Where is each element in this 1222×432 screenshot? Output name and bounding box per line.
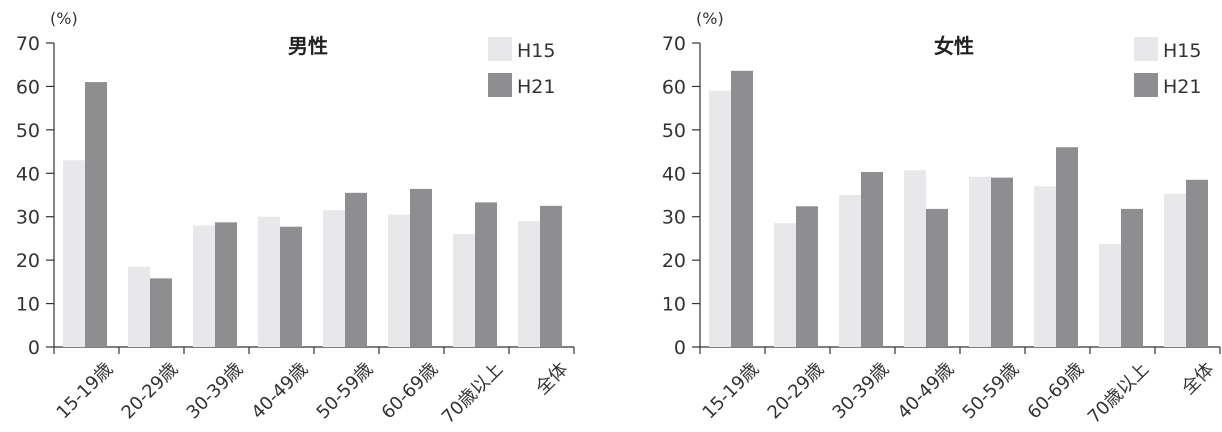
female-bar-h15-5 [1034,186,1056,347]
female-bar-h15-0 [709,90,731,348]
female-bar-h21-1 [796,206,818,347]
female-bar-h21-2 [861,171,883,347]
male-category-label: 70歳以上 [438,359,507,428]
male-legend-swatch-h15 [488,37,512,61]
female-category-label: 40-49歳 [894,359,959,424]
male-category-label: 40-49歳 [248,359,313,424]
male-bar-h21-1 [150,278,172,347]
male-bar-h21-6 [475,202,497,347]
male-unit-label: (%) [50,9,78,28]
female-chart-title: 女性 [934,34,974,58]
male-bar-h15-1 [128,266,150,347]
male-bar-h15-5 [388,214,410,347]
female-y-tick-label: 40 [662,163,686,185]
female-bar-h21-5 [1056,147,1078,347]
female-y-tick-label: 70 [662,33,686,55]
female-category-label: 30-39歳 [829,359,894,424]
female-y-tick-label: 20 [662,250,686,272]
female-legend-swatch-h21 [1134,73,1158,97]
male-bar-h15-3 [258,216,280,347]
male-legend-label-h21: H21 [517,76,555,98]
male-y-tick-label: 60 [16,76,40,98]
male-y-tick-label: 30 [16,207,40,229]
male-y-tick-label: 40 [16,163,40,185]
female-legend-label-h15: H15 [1163,40,1201,62]
male-bar-h21-7 [540,205,562,347]
male-chart-svg: (%) 0 10 20 30 40 50 60 70 15-19歳 20-29歳 30-39歳 40-4… [16,9,575,428]
female-bar-h15-1 [774,223,796,347]
female-bar-h21-4 [991,177,1013,347]
female-y-tick-label: 10 [662,294,686,316]
female-y-tick-label: 30 [662,207,686,229]
male-legend-label-h15: H15 [517,40,555,62]
female-bar-h15-2 [839,195,861,347]
female-bar-h21-3 [926,208,948,347]
female-bar-h15-3 [904,170,926,347]
male-bar-h15-2 [193,225,215,347]
male-y-tick-label: 10 [16,294,40,316]
male-bar-h15-0 [63,160,85,347]
female-bar-h15-7 [1164,193,1186,347]
male-y-tick-label: 20 [16,250,40,272]
male-category-label: 30-39歳 [183,359,248,424]
female-category-label: 60-69歳 [1024,359,1089,424]
male-chart-title: 男性 [288,34,328,58]
male-category-label: 15-19歳 [53,359,118,424]
female-bar-h21-6 [1121,208,1143,347]
male-bar-h21-0 [85,82,107,347]
female-unit-label: (%) [696,9,724,28]
female-category-label: 70歳以上 [1084,359,1153,428]
female-category-label: 15-19歳 [699,359,764,424]
female-bar-h21-7 [1186,179,1208,347]
female-legend-label-h21: H21 [1163,76,1201,98]
female-chart-svg: (%) 0 10 20 30 40 50 60 70 15-19歳 20-29歳 30-39歳 40-4… [662,9,1221,428]
male-bar-h15-4 [323,210,345,347]
male-bar-h15-6 [453,234,475,347]
female-chart: (%) 0 10 20 30 40 50 60 70 15-19歳 20-29歳 30-39歳 40-4… [646,0,1222,432]
male-y-tick-label: 70 [16,33,40,55]
male-bar-h21-3 [280,226,302,347]
female-category-label: 全体 [1178,359,1218,399]
male-y-tick-label: 0 [28,337,40,359]
female-category-label: 50-59歳 [959,359,1024,424]
male-bar-h21-5 [410,188,432,347]
female-bar-h15-6 [1099,244,1121,347]
female-y-tick-label: 0 [674,337,686,359]
male-category-label: 全体 [532,359,572,399]
female-bar-h21-0 [731,70,753,348]
female-y-tick-label: 50 [662,120,686,142]
female-category-label: 20-29歳 [764,359,829,424]
male-chart: (%) 0 10 20 30 40 50 60 70 15-19歳 20-29歳 30-39歳 40-4… [0,0,600,432]
male-category-label: 60-69歳 [378,359,443,424]
female-y-tick-label: 60 [662,76,686,98]
male-bar-h21-4 [345,192,367,347]
male-y-tick-label: 50 [16,120,40,142]
male-category-label: 50-59歳 [313,359,378,424]
female-bar-h15-4 [969,176,991,347]
male-legend-swatch-h21 [488,73,512,97]
male-bar-h21-2 [215,222,237,347]
male-bar-h15-7 [518,221,540,347]
female-legend-swatch-h15 [1134,37,1158,61]
male-category-label: 20-29歳 [118,359,183,424]
